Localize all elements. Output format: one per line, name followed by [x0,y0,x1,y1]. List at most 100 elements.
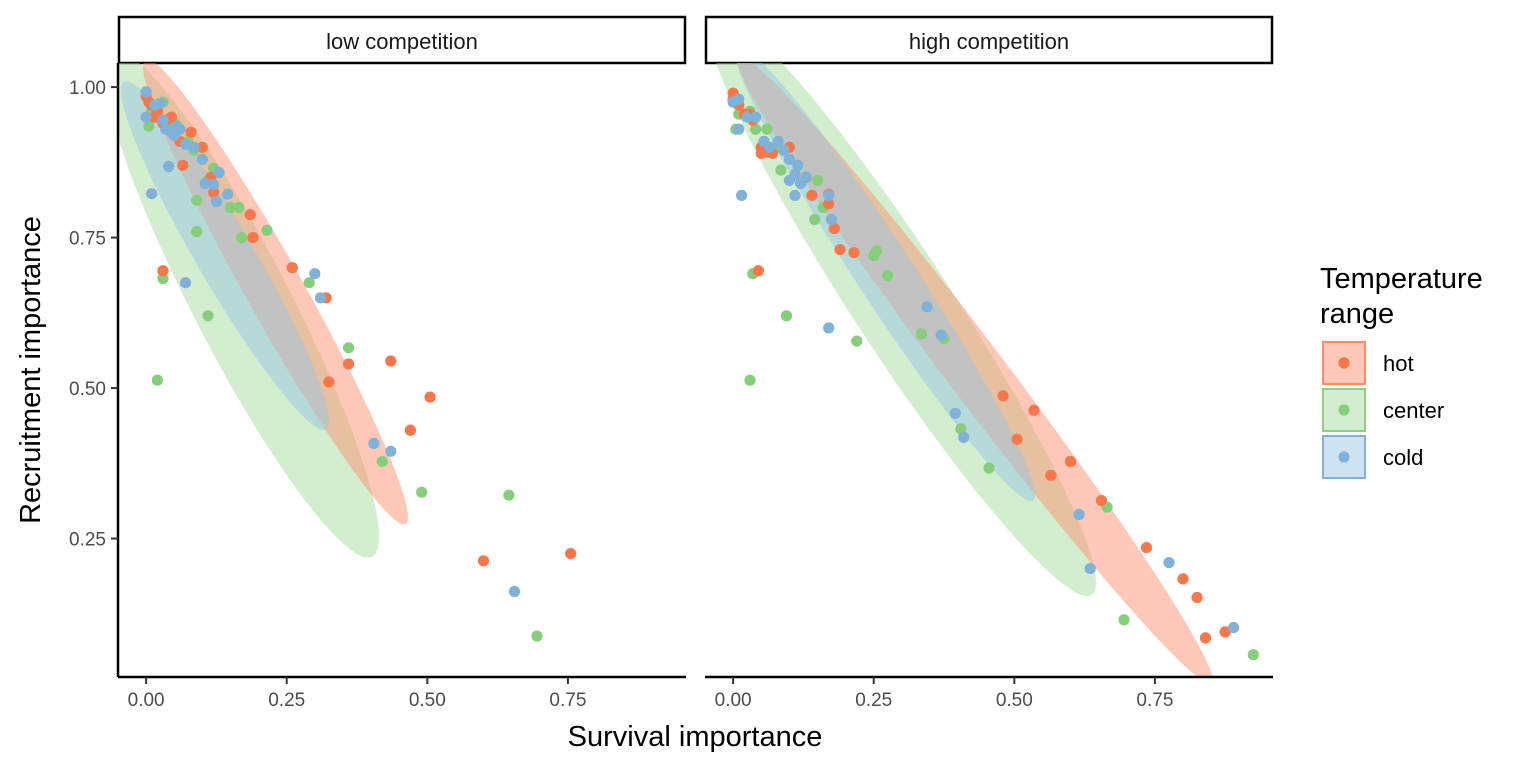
point-cold [213,167,225,179]
point-cold [823,322,835,334]
point-cold [368,437,380,449]
point-hot [1028,404,1040,416]
point-cold [314,292,327,304]
point-hot [1140,542,1153,554]
point-hot [752,265,765,277]
strip-label: low competition [326,29,478,54]
x-tick-label: 0.50 [996,690,1033,711]
point-hot [1064,455,1077,468]
point-cold [157,114,169,126]
point-cold [174,123,186,135]
point-hot [157,265,169,277]
point-center [157,272,169,285]
legend-key-cold: cold [1322,435,1423,479]
legend-keys: hot center cold [1322,341,1444,479]
point-hot [828,222,840,235]
point-hot [185,126,197,138]
point-center [882,269,894,282]
point-hot [343,358,355,370]
point-cold [179,277,192,289]
ellipse-layer [716,63,1213,677]
point-center [416,486,428,498]
x-tick-label: 0.50 [409,690,446,711]
point-center [870,245,883,257]
x-tick-label: 0.25 [855,690,892,711]
point-hot [424,391,436,403]
legend-point [1338,404,1350,416]
point-center [809,213,821,226]
y-axis-title: Recruitment importance [15,216,47,524]
point-center [811,174,824,186]
y-tick-label: 0.25 [69,530,106,551]
point-cold [789,189,801,201]
point-cold [783,153,796,165]
point-center [915,328,928,340]
point-center [780,310,793,322]
point-cold [792,159,804,171]
point-cold [921,301,933,313]
point-cold [199,177,211,189]
legend-key-hot: hot [1322,341,1414,385]
point-cold [1073,508,1085,521]
legend-label: cold [1383,445,1423,470]
y-tick-label: 0.50 [69,379,106,400]
point-center [1118,614,1130,626]
point-center [983,462,995,474]
point-cold [385,445,397,457]
legend: Temperature range hot center cold [1320,263,1491,479]
point-cold [196,153,208,165]
point-center [343,342,355,354]
point-cold [140,111,152,123]
point-layer [140,86,577,642]
point-hot [177,159,189,171]
point-hot [1095,495,1108,507]
point-cold [935,329,947,341]
strip-box [117,15,687,65]
point-hot [806,189,818,201]
point-hot [323,376,335,388]
x-tick-label: 0.00 [715,690,752,711]
legend-title: Temperature range [1320,263,1491,330]
x-tick-label: 0.75 [1136,690,1173,711]
point-cold [1084,563,1096,575]
point-hot [1045,469,1057,481]
point-center [851,335,863,347]
point-hot [1191,591,1203,604]
point-center [775,164,787,176]
panel-1: low competition 0.25 0.50 0.75 1.00 0.00 0.25 0… [69,15,687,711]
point-center [750,123,762,135]
point-cold [146,188,158,200]
point-hot [1199,632,1212,644]
point-hot [165,111,177,123]
point-cold [222,188,234,200]
panel-2: high competition 0.00 0.25 0.50 0.75 [704,15,1274,711]
legend-point [1338,451,1350,463]
point-hot [565,548,577,560]
legend-label: hot [1383,351,1414,376]
point-center [224,201,237,214]
point-cold [1163,557,1175,569]
legend-key-center: center [1322,388,1444,432]
point-cold [309,268,321,280]
point-cold [733,123,745,135]
point-cold [949,407,961,419]
point-cold [188,141,200,153]
point-hot [848,247,860,259]
point-center [1247,649,1259,661]
ellipse-cold [120,81,329,430]
point-hot [1011,433,1023,445]
point-hot [477,555,490,567]
point-cold [958,431,970,443]
point-center [761,123,773,135]
point-center [143,120,155,132]
ellipse-cold [736,63,1036,502]
x-axis-title: Survival importance [568,721,823,753]
point-hot [247,232,259,244]
point-cold [825,213,838,226]
point-center [531,630,543,642]
legend-title-line-2: range [1320,298,1394,330]
point-cold [823,189,835,201]
x-tick-label: 0.25 [268,690,305,711]
x-tick-label: 0.00 [128,690,165,711]
point-center [955,423,967,435]
